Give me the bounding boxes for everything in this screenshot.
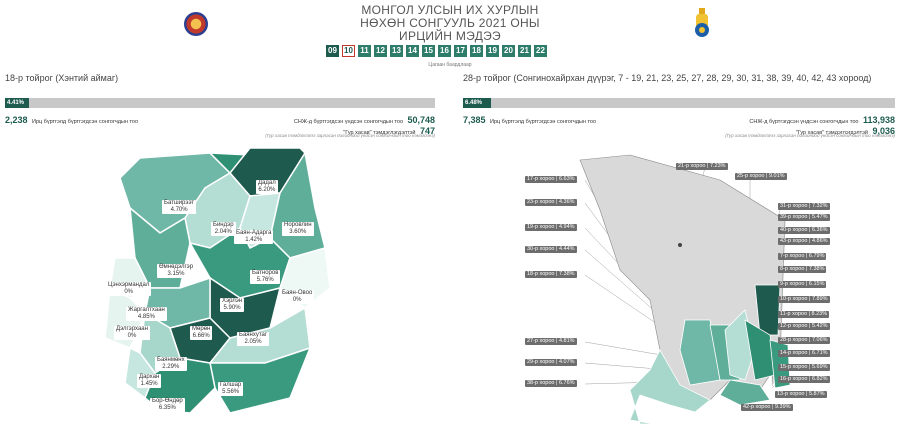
khoroo-shape-13[interactable] (719, 379, 771, 406)
khoroo-tag-right-6: 9-р хороо | 6.15% (778, 281, 827, 288)
khoroo-tag-18: 18-р хороо | 7.38% (525, 271, 577, 278)
district28-voters-label: Ирц бүртгэлд бүртгэгдсэн сонгогчдын тоо (489, 119, 597, 125)
khoroo-shape-27[interactable] (679, 319, 721, 386)
district18-voters-count: 2,238 (5, 115, 28, 125)
region-label-norovlin: Норовлин 3.60% (282, 222, 314, 236)
khoroo-tag-right-7: 10-р хороо | 7.89% (778, 296, 830, 303)
khoroo-tag-29: 29-р хороо | 4.07% (525, 359, 577, 366)
khoroo-tag-right-4: 7-р хороо | 6.79% (778, 253, 827, 260)
region-label-darkhan: Дархан 1.45% (137, 374, 162, 388)
khoroo-tag-38: 38-р хороо | 6.76% (525, 380, 577, 387)
district28-note: (Гур хасав тэмдэглэгээ зарласан полиондо… (725, 133, 895, 138)
region-label-tsenkhermandal: Цэнхэрмандал 0% (106, 282, 152, 296)
hour-chip-19[interactable]: 19 (486, 45, 499, 57)
district28-mobile: "Гур хасав" тэмдэглэгдэлтэй 9,036 (796, 121, 895, 139)
district28-registered-label: СНЖ-д бүртгэгдсэн үндсэн сонгогчдын тоо (749, 119, 859, 125)
region-label-galshar: Галшар 5.56% (218, 382, 244, 396)
region-label-murun: Мөрөн 6.66% (190, 326, 213, 340)
hour-chip-10[interactable]: 10 (342, 45, 355, 57)
region-label-kherlen: Хэрлэн 5.90% (220, 298, 245, 312)
district28-title: 28-р тойрог (Сонгинохайрхан дүүрэг, 7 - … (463, 73, 872, 83)
khoroo-shape-14[interactable] (744, 319, 776, 381)
district28-mobile-label: "Гур хасав" тэмдэглэгдэлтэй (795, 130, 869, 136)
khoroo-tag-right-5: 8-р хороо | 7.38% (778, 266, 827, 273)
khoroo-tag-right-0: 31-р хороо | 7.32% (778, 203, 830, 210)
district18-mobile-label: "Гур хасав" тэмдэглэгдэлтэй (343, 130, 416, 136)
region-label-batshireet: Батширээт 4.70% (162, 200, 197, 214)
hour-chip-13[interactable]: 13 (390, 45, 403, 57)
khoroo-tag-right-13: 16-р хороо | 6.82% (778, 376, 830, 383)
district18-mobile: "Гур хасав" тэмдэглэгдэлтэй 747 (343, 121, 435, 139)
hour-selector: 09 10 11 12 13 14 15 16 17 18 19 20 21 22 (326, 45, 547, 57)
khoroo-tag-30: 30-р хороо | 4.44% (525, 246, 577, 253)
region-label-dadal: Дадал 6.20% (256, 180, 278, 194)
hours-caption: Цагаан баардлаар (428, 62, 472, 68)
khoroo-tag-17: 17-р хороо | 6.63% (525, 176, 577, 183)
khoroo-tag-27: 27-р хороо | 4.81% (525, 338, 577, 345)
region-label-bayan-adarga: Баян-Адарга 1.42% (234, 230, 274, 244)
khoroo-tag-19: 19-р хороо | 4.94% (525, 224, 577, 231)
khoroo-tag-25: 25-р хороо | 9.01% (735, 173, 787, 180)
khoroo-tag-right-9: 12-р хороо | 5.42% (778, 323, 830, 330)
khoroo-tag-right-10: 28-р хороо | 7.06% (778, 337, 830, 344)
map-center-marker-icon (678, 243, 682, 247)
region-label-jargaltkhaan: Жаргалтхаан 4.85% (126, 307, 167, 321)
district18-title: 18-р тойрог (Хэнтий аймаг) (5, 73, 119, 83)
hour-chip-12[interactable]: 12 (374, 45, 387, 57)
region-label-bayankhutag: Баянхутаг 2.05% (237, 332, 270, 346)
district18-voters: 2,238 Ирц бүртгэлд бүртгэгдсэн сонгогчды… (5, 110, 138, 128)
party-emblem-left-icon (184, 12, 208, 36)
district28-turnout-bar: 6.48% (463, 98, 895, 108)
district18-turnout-bar: 4.41% (5, 98, 435, 108)
hour-chip-21[interactable]: 21 (518, 45, 531, 57)
region-label-bayanmunkh: Баянмөнх 2.29% (155, 357, 187, 371)
district28-registered-count: 113,938 (862, 115, 895, 125)
hour-chip-20[interactable]: 20 (502, 45, 515, 57)
district18-voters-label: Ирц бүртгэлд бүртгэгдсэн сонгогчдын тоо (31, 119, 139, 125)
hour-chip-16[interactable]: 16 (438, 45, 451, 57)
district18-registered: СНЖ-д бүртгэгдсэн үндсэн сонгогчдын тоо … (294, 110, 435, 128)
khoroo-tag-21: 21-р хороо | 7.23% (676, 163, 728, 170)
khoroo-tag-right-1: 39-р хороо | 5.47% (778, 214, 830, 221)
district18-registered-label: СНЖ-д бүртгэгдсэн үндсэн сонгогчдын тоо (293, 119, 404, 125)
region-label-bayan-ovoo: Баян-Овоо 0% (280, 290, 315, 304)
khoroo-tag-right-2: 40-р хороо | 6.36% (778, 227, 830, 234)
region-label-binder: Биндэр 2.04% (211, 222, 236, 236)
khoroo-tag-right-12: 15-р хороо | 5.69% (778, 364, 830, 371)
songinokhairkhan-map (579, 154, 791, 424)
hour-chip-17[interactable]: 17 (454, 45, 467, 57)
hour-chip-11[interactable]: 11 (358, 45, 371, 57)
page-title: МОНГОЛ УЛСЫН ИХ ХУРЛЫН НӨХӨН СОНГУУЛЬ 20… (360, 3, 540, 43)
hour-chip-15[interactable]: 15 (422, 45, 435, 57)
khoroo-tag-right-8: 11-р хороо | 8.23% (778, 311, 830, 318)
district18-note: (Гур хасав тэмдэглэгээ зарласан полиондо… (265, 133, 435, 138)
region-label-umnudelger: Өмнөдэлгэр 3.15% (157, 264, 196, 278)
district18-mobile-count: 747 (419, 126, 435, 136)
region-label-batnorov: Батноров 5.76% (250, 270, 281, 284)
hour-chip-14[interactable]: 14 (406, 45, 419, 57)
khoroo-tag-13: 13-р хороо | 5.87% (775, 391, 827, 398)
hour-chip-22[interactable]: 22 (534, 45, 547, 57)
region-label-delgerkhaan: Дэлгэрхаан 0% (114, 326, 150, 340)
khoroo-shape-38[interactable] (629, 349, 711, 424)
khoroo-shape-31[interactable] (754, 284, 781, 336)
district28-mobile-count: 9,036 (872, 126, 895, 136)
hour-chip-18[interactable]: 18 (470, 45, 483, 57)
khoroo-tag-right-3: 43-р хороо | 4.86% (778, 238, 830, 245)
district28-voters-count: 7,385 (463, 115, 486, 125)
district18-turnout-fill: 4.41% (5, 98, 29, 108)
khoroo-tag-right-11: 14-р хороо | 6.71% (778, 350, 830, 357)
district28-turnout-fill: 6.48% (463, 98, 491, 108)
khoroo-tag-42: 42-р хороо | 9.39% (741, 404, 793, 411)
hour-chip-09[interactable]: 09 (326, 45, 339, 57)
state-emblem-right-icon (693, 8, 711, 40)
region-label-bor-undur: Бор-Өндөр 6.35% (150, 398, 185, 412)
khoroo-tag-23: 23-р хороо | 4.36% (525, 199, 577, 206)
district28-registered: СНЖ-д бүртгэгдсэн үндсэн сонгогчдын тоо … (749, 110, 895, 128)
district18-registered-count: 50,748 (407, 115, 435, 125)
district28-voters: 7,385 Ирц бүртгэлд бүртгэгдсэн сонгогчды… (463, 110, 596, 128)
